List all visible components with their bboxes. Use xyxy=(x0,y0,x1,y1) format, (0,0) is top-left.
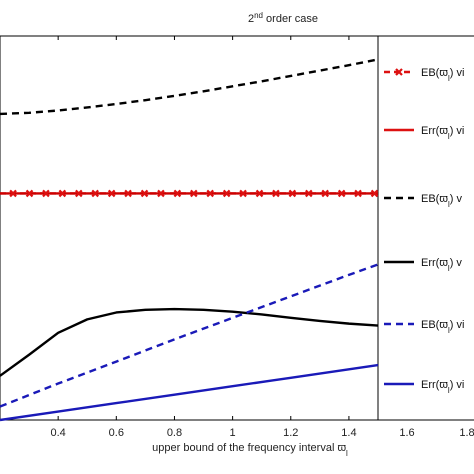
x-tick-label: 1.2 xyxy=(283,427,298,439)
x-axis-label: upper bound of the frequency interval ϖl xyxy=(152,442,348,458)
series-marker-s2 xyxy=(9,189,17,198)
series-line-s4 xyxy=(0,307,379,377)
legend-label-sub: l xyxy=(448,74,450,83)
plot-frame xyxy=(0,35,379,421)
legend-label-main: Err(ϖ xyxy=(421,257,448,269)
series-line-s6 xyxy=(0,363,379,422)
series-marker-s2 xyxy=(91,189,100,198)
legend-item: EB(ϖl) vi xyxy=(384,319,464,335)
series-marker-s2 xyxy=(75,189,83,198)
legend-label-rest: ) vi xyxy=(450,67,465,79)
chart-title-rest: order case xyxy=(263,13,318,25)
x-axis-label-sub: l xyxy=(346,449,348,458)
legend-axis-tick-label: 1.6 xyxy=(399,427,414,439)
marker-layer xyxy=(9,189,379,198)
series-layer xyxy=(0,58,379,422)
series-marker-s2 xyxy=(255,189,264,198)
legend-label-main: Err(ϖ xyxy=(421,379,448,391)
x-axis-label-main: upper bound of the frequency interval ϖ xyxy=(152,442,346,454)
legend-axis-tick-label: 1.8 xyxy=(459,427,474,439)
legend-label-sub: l xyxy=(448,386,450,395)
series-marker-s2 xyxy=(42,189,50,198)
series-marker-s2 xyxy=(107,189,116,198)
series-marker-s2 xyxy=(272,189,280,198)
series-marker-s2 xyxy=(321,189,330,198)
legend-label-main: EB(ϖ xyxy=(421,319,448,331)
legend-label-sub: l xyxy=(448,264,450,273)
legend-label: Err(ϖl) v xyxy=(421,257,462,273)
chart-title: 2nd order case xyxy=(248,11,318,26)
legend-label-rest: ) vi xyxy=(450,319,465,331)
series-marker-s2 xyxy=(239,189,247,198)
legend-label: EB(ϖl) vi xyxy=(421,319,464,335)
legend-label-main: EB(ϖ xyxy=(421,67,448,79)
chart-title-main: 2 xyxy=(248,13,254,25)
legend-label: Err(ϖl) vi xyxy=(421,379,464,395)
series-marker-s2 xyxy=(305,189,313,198)
series-marker-s2 xyxy=(190,189,198,198)
series-marker-s2 xyxy=(222,189,231,198)
legend-label-sub: l xyxy=(448,132,450,141)
chart-title-sup: nd xyxy=(254,11,263,20)
x-tick-label: 0.6 xyxy=(109,427,124,439)
x-tick-label: 0.4 xyxy=(51,427,66,439)
legend-label-rest: ) vi xyxy=(450,379,465,391)
legend-label-sub: l xyxy=(448,326,450,335)
legend-label: EB(ϖl) vi xyxy=(421,67,464,83)
series-marker-s2 xyxy=(25,189,34,198)
x-tick-label: 1 xyxy=(230,427,236,439)
series-marker-s2 xyxy=(370,189,379,198)
legend-label-rest: ) v xyxy=(450,257,463,269)
series-marker-s2 xyxy=(157,189,165,198)
legend-label-main: Err(ϖ xyxy=(421,125,448,137)
series-marker-s2 xyxy=(173,189,182,198)
series-marker-s2 xyxy=(288,189,297,198)
legend-label: EB(ϖl) v xyxy=(421,193,462,209)
legend-item: Err(ϖl) v xyxy=(384,257,462,273)
legend-item: EB(ϖl) vi xyxy=(384,67,464,83)
series-marker-s2 xyxy=(206,189,215,198)
legend-frame xyxy=(377,35,474,421)
legend-swatch-marker xyxy=(395,68,403,76)
series-marker-s2 xyxy=(124,189,132,198)
series-marker-s2 xyxy=(58,189,67,198)
legend-label: Err(ϖl) vi xyxy=(421,125,464,141)
legend-label-rest: ) v xyxy=(450,193,463,205)
series-marker-s2 xyxy=(354,189,362,198)
legend-item: Err(ϖl) vi xyxy=(384,379,464,395)
legend-label-sub: l xyxy=(448,200,450,209)
series-marker-s2 xyxy=(337,189,346,198)
legend-item: EB(ϖl) v xyxy=(384,193,462,209)
series-line-s1 xyxy=(0,58,379,116)
x-tick-label: 0.8 xyxy=(167,427,182,439)
x-tick-label: 1.4 xyxy=(341,427,356,439)
x-axis-ticks: 0.4 0.6 0.8 1 1.2 1.4 1.6 1.8 xyxy=(51,36,474,439)
series-marker-s2 xyxy=(140,189,149,198)
legend-item: Err(ϖl) vi xyxy=(384,125,464,141)
legend-label-main: EB(ϖ xyxy=(421,193,448,205)
legend-label-rest: ) vi xyxy=(450,125,465,137)
series-line-s5 xyxy=(0,263,379,408)
